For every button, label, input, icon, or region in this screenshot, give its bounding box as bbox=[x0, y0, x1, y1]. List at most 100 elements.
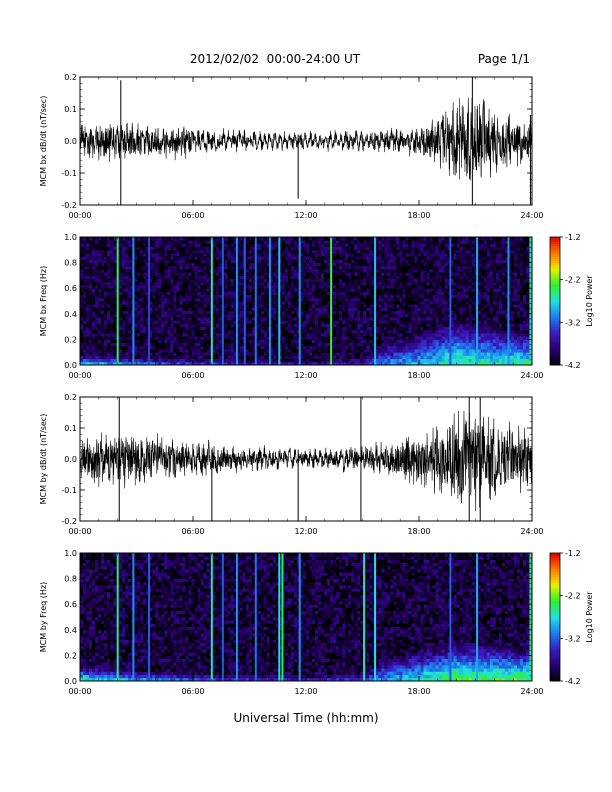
heatmap-cell bbox=[351, 313, 355, 318]
heatmap-cell bbox=[366, 326, 370, 331]
heatmap-cell bbox=[212, 339, 216, 343]
heatmap-cell bbox=[384, 345, 388, 350]
heatmap-cell bbox=[324, 246, 328, 251]
heatmap-cell bbox=[312, 253, 316, 257]
heatmap-cell bbox=[284, 342, 289, 347]
heatmap-cell bbox=[218, 262, 223, 267]
heatmap-cell bbox=[95, 301, 99, 305]
heatmap-cell bbox=[293, 310, 298, 315]
heatmap-cell bbox=[284, 301, 289, 305]
heatmap-cell bbox=[275, 246, 280, 251]
heatmap-cell bbox=[95, 323, 99, 327]
heatmap-cell bbox=[125, 313, 129, 318]
heatmap-cell bbox=[327, 352, 331, 356]
heatmap-cell bbox=[179, 301, 183, 305]
heatmap-cell bbox=[318, 297, 322, 302]
heatmap-cell bbox=[188, 301, 192, 305]
heatmap-cell bbox=[122, 256, 126, 260]
heatmap-cell bbox=[327, 243, 331, 247]
heatmap-cell bbox=[122, 243, 126, 247]
heatmap-cell bbox=[164, 297, 168, 302]
heatmap-cell bbox=[245, 355, 250, 359]
heatmap-cell bbox=[441, 278, 446, 283]
heatmap-cell bbox=[140, 313, 144, 318]
heatmap-cell bbox=[101, 323, 105, 327]
heatmap-cell bbox=[321, 326, 325, 331]
heatmap-cell bbox=[251, 253, 256, 257]
heatmap-cell bbox=[161, 358, 165, 363]
heatmap-cell bbox=[408, 237, 412, 241]
heatmap-cell bbox=[167, 320, 171, 324]
heatmap-cell bbox=[194, 262, 198, 267]
heatmap-cell bbox=[372, 339, 376, 343]
heatmap-cell bbox=[348, 262, 352, 267]
heatmap-cell bbox=[137, 313, 141, 318]
heatmap-cell bbox=[429, 275, 433, 279]
heatmap-cell bbox=[408, 288, 412, 292]
heatmap-cell bbox=[194, 256, 198, 260]
heatmap-cell bbox=[296, 285, 301, 289]
heatmap-cell bbox=[107, 297, 111, 302]
heatmap-cell bbox=[86, 307, 90, 311]
heatmap-cell bbox=[170, 333, 174, 337]
heatmap-cell bbox=[423, 352, 427, 356]
heatmap-cell bbox=[378, 326, 382, 331]
heatmap-cell bbox=[128, 307, 132, 311]
heatmap-cell bbox=[278, 243, 283, 247]
heatmap-cell bbox=[104, 275, 108, 279]
heatmap-cell bbox=[179, 336, 183, 340]
heatmap-cell bbox=[260, 297, 265, 302]
heatmap-cell bbox=[312, 358, 316, 363]
heatmap-cell bbox=[312, 352, 316, 356]
heatmap-cell bbox=[224, 269, 229, 273]
heatmap-cell bbox=[309, 310, 313, 315]
heatmap-cell bbox=[375, 281, 379, 286]
heatmap-cell bbox=[164, 253, 168, 257]
heatmap-cell bbox=[197, 336, 201, 340]
heatmap-cell bbox=[408, 278, 412, 283]
heatmap-cell bbox=[429, 272, 433, 276]
heatmap-cell bbox=[417, 326, 421, 331]
heatmap-cell bbox=[435, 326, 439, 331]
heatmap-cell bbox=[378, 345, 382, 350]
heatmap-cell bbox=[164, 275, 168, 279]
heatmap-cell bbox=[354, 317, 358, 321]
heatmap-cell bbox=[336, 294, 340, 299]
heatmap-cell bbox=[155, 307, 159, 311]
heatmap-cell bbox=[140, 310, 144, 315]
heatmap-cell bbox=[263, 253, 268, 257]
heatmap-cell bbox=[92, 249, 96, 254]
heatmap-cell bbox=[263, 291, 268, 295]
heatmap-cell bbox=[83, 259, 87, 263]
heatmap-cell bbox=[441, 272, 446, 276]
heatmap-cell bbox=[411, 326, 415, 331]
heatmap-cell bbox=[287, 345, 292, 350]
heatmap-cell bbox=[224, 339, 229, 343]
heatmap-cell bbox=[179, 307, 183, 311]
heatmap-cell bbox=[417, 246, 421, 251]
heatmap-cell bbox=[284, 323, 289, 327]
heatmap-cell bbox=[92, 291, 96, 295]
heatmap-cell bbox=[420, 313, 424, 318]
heatmap-cell bbox=[336, 288, 340, 292]
heatmap-cell bbox=[275, 336, 280, 340]
heatmap-cell bbox=[272, 249, 277, 254]
heatmap-cell bbox=[176, 253, 180, 257]
heatmap-cell bbox=[402, 278, 406, 283]
heatmap-cell bbox=[399, 339, 403, 343]
heatmap-cell bbox=[327, 349, 331, 353]
heatmap-cell bbox=[306, 313, 310, 318]
heatmap-cell bbox=[281, 307, 286, 311]
heatmap-cell bbox=[441, 339, 446, 343]
heatmap-cell bbox=[278, 345, 283, 350]
heatmap-cell bbox=[387, 259, 391, 263]
heatmap-cell bbox=[336, 275, 340, 279]
heatmap-cell bbox=[438, 297, 442, 302]
heatmap-cell bbox=[110, 358, 114, 363]
heatmap-cell bbox=[173, 240, 177, 244]
heatmap-cell bbox=[170, 253, 174, 257]
heatmap-cell bbox=[372, 262, 376, 267]
heatmap-cell bbox=[408, 262, 412, 267]
heatmap-cell bbox=[272, 307, 277, 311]
heatmap-cell bbox=[287, 323, 292, 327]
